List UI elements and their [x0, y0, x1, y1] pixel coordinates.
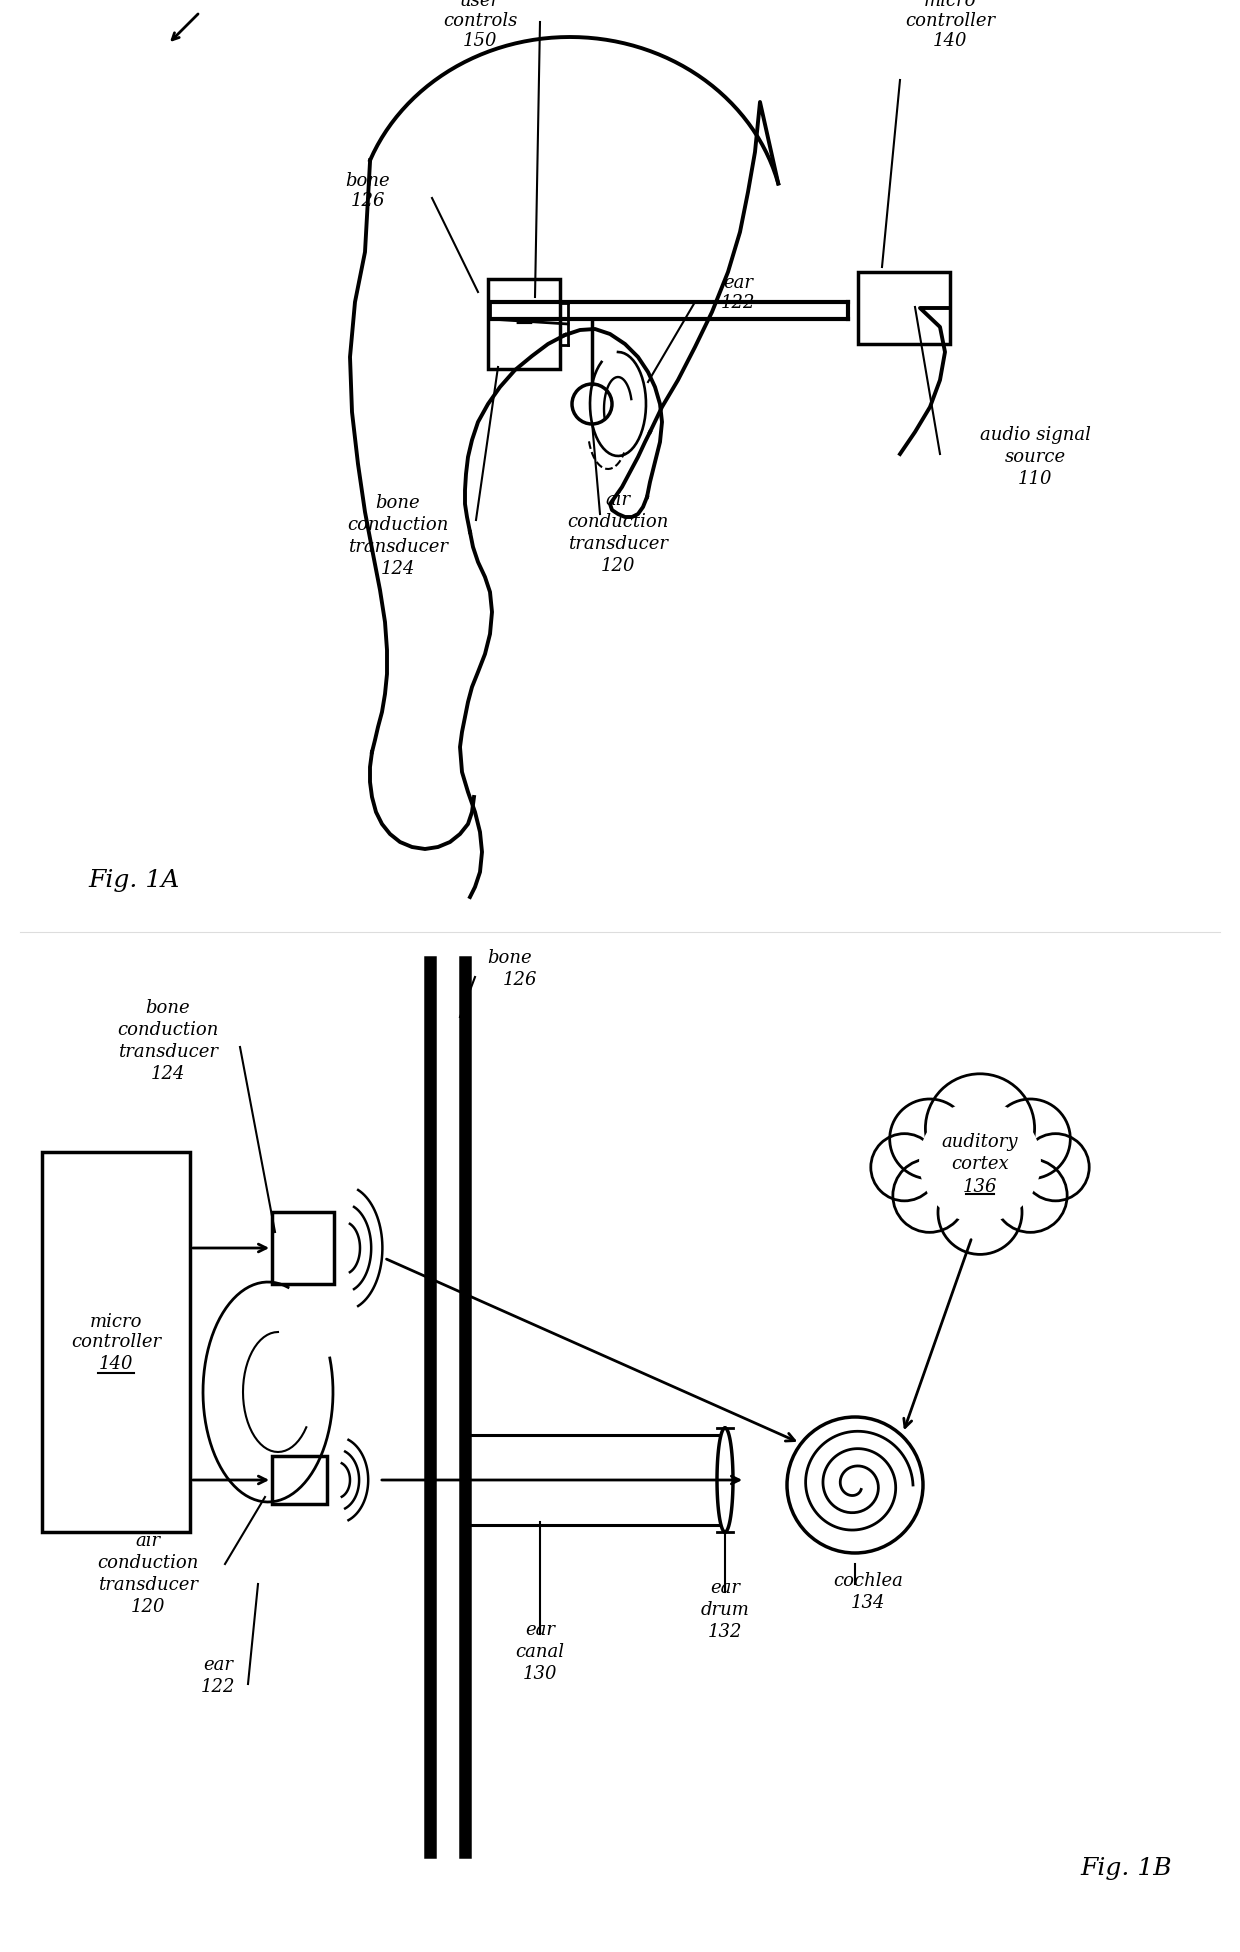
- Circle shape: [890, 1099, 970, 1179]
- Text: 122: 122: [201, 1679, 236, 1696]
- Text: 130: 130: [523, 1665, 557, 1683]
- Text: source: source: [1004, 449, 1065, 467]
- Text: conduction: conduction: [97, 1554, 198, 1571]
- Text: Fig. 1B: Fig. 1B: [1080, 1856, 1172, 1880]
- Text: bone: bone: [487, 949, 532, 966]
- Bar: [489, 279, 560, 369]
- Bar: [42, 1152, 190, 1532]
- Text: ear: ear: [203, 1655, 233, 1675]
- Text: transducer: transducer: [98, 1575, 198, 1595]
- Text: canal: canal: [516, 1644, 564, 1661]
- Text: conduction: conduction: [347, 515, 449, 535]
- Text: 124: 124: [151, 1066, 185, 1083]
- Text: air: air: [605, 492, 631, 509]
- Text: drum: drum: [701, 1601, 749, 1618]
- Text: Fig. 1A: Fig. 1A: [88, 869, 180, 892]
- Text: 126: 126: [351, 191, 386, 211]
- Text: bone: bone: [145, 999, 190, 1017]
- Circle shape: [937, 1171, 1022, 1255]
- Text: bone: bone: [346, 172, 391, 189]
- Text: 132: 132: [708, 1622, 743, 1642]
- Text: transducer: transducer: [568, 535, 668, 552]
- Text: 140: 140: [99, 1355, 133, 1372]
- Text: 120: 120: [130, 1599, 165, 1616]
- Bar: [272, 1212, 334, 1284]
- Text: conduction: conduction: [118, 1021, 218, 1038]
- Text: 136: 136: [962, 1177, 997, 1197]
- Circle shape: [993, 1159, 1068, 1232]
- Text: air: air: [135, 1532, 160, 1550]
- Circle shape: [925, 1074, 1034, 1183]
- Text: cortex: cortex: [951, 1156, 1009, 1173]
- Text: bone: bone: [376, 494, 420, 511]
- Text: 140: 140: [932, 31, 967, 51]
- Text: ear: ear: [711, 1579, 740, 1597]
- Text: micro: micro: [89, 1314, 143, 1331]
- Circle shape: [991, 1099, 1070, 1179]
- Text: controller: controller: [905, 12, 994, 29]
- Circle shape: [787, 1417, 923, 1554]
- Text: transducer: transducer: [118, 1042, 218, 1062]
- Text: 134: 134: [851, 1595, 885, 1612]
- Text: auditory: auditory: [941, 1132, 1018, 1152]
- Text: 120: 120: [600, 556, 635, 576]
- Circle shape: [919, 1101, 1040, 1222]
- Text: 100: 100: [145, 0, 180, 4]
- Text: audio signal: audio signal: [980, 426, 1090, 443]
- Text: 126: 126: [502, 970, 537, 990]
- Circle shape: [893, 1159, 966, 1232]
- Circle shape: [1022, 1134, 1089, 1200]
- Text: controller: controller: [71, 1333, 161, 1351]
- Text: ear: ear: [723, 273, 753, 293]
- Text: 124: 124: [381, 560, 415, 578]
- Text: conduction: conduction: [568, 513, 668, 531]
- Circle shape: [572, 385, 613, 424]
- Bar: [858, 271, 950, 344]
- Text: user: user: [460, 0, 500, 10]
- Text: ear: ear: [525, 1620, 556, 1640]
- Text: 122: 122: [720, 295, 755, 312]
- Text: transducer: transducer: [348, 539, 448, 556]
- Text: micro: micro: [924, 0, 976, 10]
- Text: cochlea: cochlea: [833, 1571, 903, 1591]
- Text: 150: 150: [463, 31, 497, 51]
- Text: 110: 110: [1018, 470, 1053, 488]
- Bar: [272, 1456, 327, 1503]
- Circle shape: [870, 1134, 937, 1200]
- Text: controls: controls: [443, 12, 517, 29]
- Text: −: −: [513, 312, 534, 336]
